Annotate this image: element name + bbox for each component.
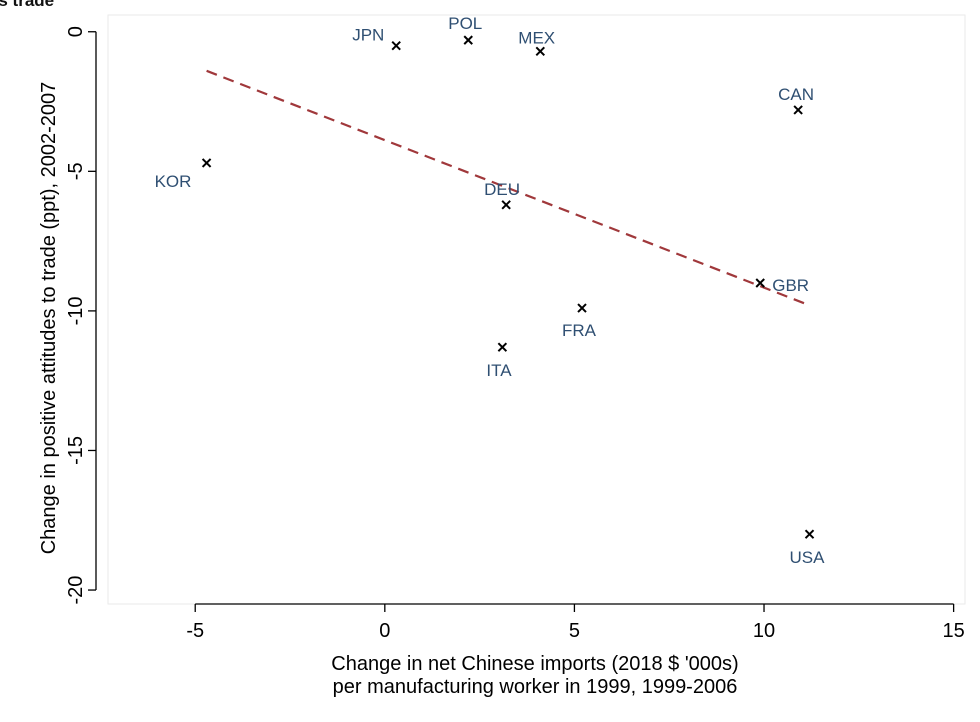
marker-stroke xyxy=(577,303,587,313)
point-label: KOR xyxy=(155,172,192,191)
point-can: CAN xyxy=(778,85,814,115)
point-label: CAN xyxy=(778,85,814,104)
axes: -5 0 5 10 15 0 -5 -10 -15 -20 xyxy=(65,26,965,642)
x-axis-label-line-1: Change in net Chinese imports (2018 $ '0… xyxy=(331,653,738,675)
point-pol: POL xyxy=(448,14,482,45)
x-tick-label: 10 xyxy=(753,620,775,642)
marker-stroke xyxy=(535,46,545,56)
point-label: MEX xyxy=(518,28,555,47)
y-tick-label: -15 xyxy=(65,436,87,465)
y-tick-label: -10 xyxy=(65,296,87,325)
points-group: JPN POL MEX CAN KOR DEU GBR FRA ITA USA xyxy=(155,14,826,567)
y-tick-label: -5 xyxy=(65,162,87,180)
x-axis-label-line-2: per manufacturing worker in 1999, 1999-2… xyxy=(333,676,738,698)
marker-stroke xyxy=(755,278,765,288)
x-tick-label: -5 xyxy=(186,620,204,642)
point-label: GBR xyxy=(772,276,809,295)
marker-stroke xyxy=(463,35,473,45)
point-usa: USA xyxy=(790,529,826,567)
point-fra: FRA xyxy=(562,303,597,340)
marker-stroke xyxy=(793,105,803,115)
marker-stroke xyxy=(201,158,212,168)
y-axis-label: Change in positive attitudes to trade (p… xyxy=(38,82,60,555)
x-tick-label: 15 xyxy=(942,620,964,642)
marker-stroke xyxy=(497,342,508,352)
y-tick-label: -20 xyxy=(65,576,87,605)
point-gbr: GBR xyxy=(755,276,809,295)
point-label: POL xyxy=(448,14,482,33)
point-mex: MEX xyxy=(518,28,555,56)
plot-area xyxy=(107,14,966,605)
point-ita: ITA xyxy=(486,342,512,380)
x-tick-label: 0 xyxy=(379,620,390,642)
point-jpn: JPN xyxy=(352,26,401,51)
point-label: FRA xyxy=(562,321,597,340)
marker-stroke xyxy=(501,200,511,210)
y-tick-label: 0 xyxy=(65,26,87,37)
point-deu: DEU xyxy=(484,180,520,210)
marker-stroke xyxy=(391,40,401,51)
point-kor: KOR xyxy=(155,158,212,191)
point-label: ITA xyxy=(486,361,512,380)
marker-stroke xyxy=(804,529,815,539)
point-label: DEU xyxy=(484,180,520,199)
point-label: USA xyxy=(790,548,826,567)
point-label: JPN xyxy=(352,26,384,45)
chart-title: ds trade xyxy=(0,0,54,10)
x-tick-label: 5 xyxy=(569,620,580,642)
